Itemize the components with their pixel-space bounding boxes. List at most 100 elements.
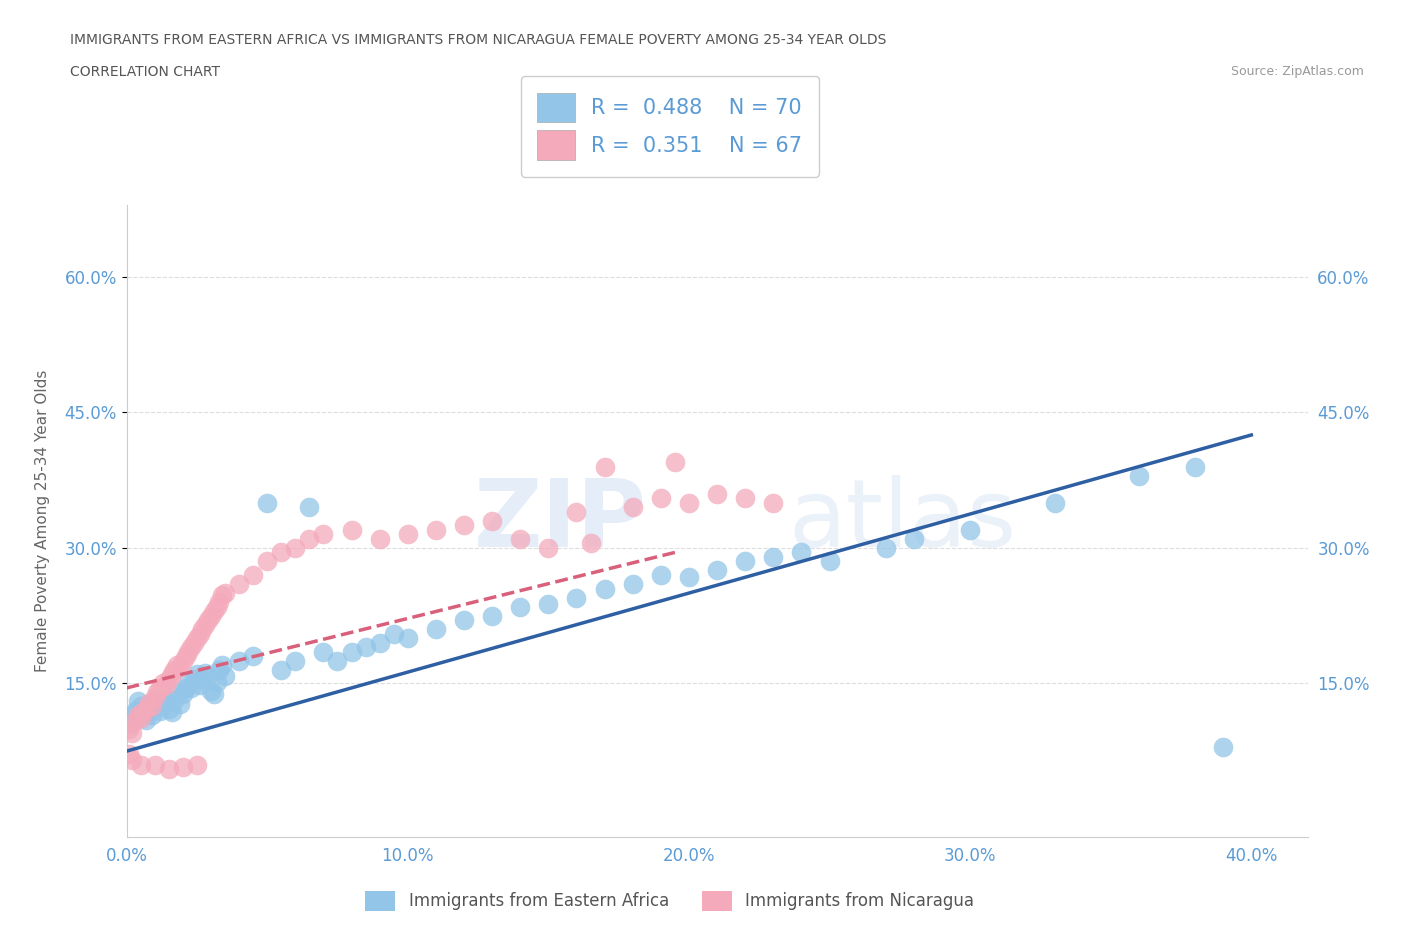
Point: [396, 527, 419, 542]
Point: [762, 550, 785, 565]
Point: [593, 581, 616, 596]
Point: [149, 703, 172, 718]
Point: [183, 671, 205, 686]
Text: CORRELATION CHART: CORRELATION CHART: [70, 65, 221, 79]
Point: [127, 708, 149, 723]
Text: Source: ZipAtlas.com: Source: ZipAtlas.com: [1230, 65, 1364, 78]
Point: [706, 563, 728, 578]
Point: [118, 747, 141, 762]
Point: [818, 554, 841, 569]
Point: [118, 717, 141, 732]
Text: IMMIGRANTS FROM EASTERN AFRICA VS IMMIGRANTS FROM NICARAGUA FEMALE POVERTY AMONG: IMMIGRANTS FROM EASTERN AFRICA VS IMMIGR…: [70, 33, 887, 46]
Point: [169, 697, 191, 711]
Point: [174, 681, 197, 696]
Point: [152, 676, 174, 691]
Point: [163, 692, 186, 707]
Point: [678, 569, 700, 584]
Point: [959, 523, 981, 538]
Point: [121, 752, 143, 767]
Point: [270, 545, 292, 560]
Point: [284, 654, 307, 669]
Point: [157, 671, 180, 686]
Point: [284, 540, 307, 555]
Point: [174, 649, 197, 664]
Point: [565, 504, 588, 519]
Point: [138, 696, 160, 711]
Point: [205, 599, 228, 614]
Point: [368, 635, 391, 650]
Point: [129, 711, 152, 725]
Point: [180, 681, 202, 696]
Point: [124, 714, 146, 729]
Point: [202, 687, 225, 702]
Point: [172, 687, 194, 702]
Point: [202, 604, 225, 618]
Point: [509, 599, 531, 614]
Point: [734, 491, 756, 506]
Point: [298, 499, 321, 514]
Point: [143, 694, 166, 709]
Point: [340, 523, 363, 538]
Point: [664, 455, 686, 470]
Point: [1184, 459, 1206, 474]
Point: [509, 531, 531, 546]
Point: [354, 640, 377, 655]
Point: [135, 701, 157, 716]
Point: [194, 665, 217, 680]
Point: [177, 644, 200, 659]
Point: [621, 499, 644, 514]
Point: [298, 531, 321, 546]
Point: [326, 654, 349, 669]
Point: [160, 705, 183, 720]
Point: [242, 649, 264, 664]
Point: [132, 705, 155, 720]
Point: [537, 540, 560, 555]
Point: [121, 708, 143, 723]
Point: [188, 626, 211, 641]
Point: [211, 588, 233, 603]
Point: [169, 659, 191, 674]
Point: [425, 523, 447, 538]
Point: [242, 567, 264, 582]
Point: [157, 762, 180, 777]
Point: [1043, 496, 1066, 511]
Point: [211, 658, 233, 672]
Point: [138, 703, 160, 718]
Point: [186, 757, 208, 772]
Point: [1128, 468, 1150, 483]
Point: [875, 540, 897, 555]
Point: [118, 721, 141, 736]
Point: [312, 644, 335, 659]
Point: [425, 622, 447, 637]
Point: [186, 667, 208, 682]
Point: [129, 757, 152, 772]
Point: [129, 698, 152, 713]
Point: [166, 658, 188, 672]
Point: [382, 626, 405, 641]
Point: [579, 536, 602, 551]
Point: [734, 554, 756, 569]
Point: [191, 622, 214, 637]
Point: [143, 689, 166, 704]
Point: [903, 531, 925, 546]
Point: [650, 567, 672, 582]
Point: [208, 594, 231, 609]
Point: [208, 662, 231, 677]
Point: [593, 459, 616, 474]
Point: [183, 635, 205, 650]
Point: [191, 671, 214, 686]
Point: [481, 513, 503, 528]
Point: [256, 554, 278, 569]
Point: [141, 708, 163, 723]
Point: [481, 608, 503, 623]
Point: [186, 631, 208, 645]
Point: [565, 591, 588, 605]
Point: [172, 654, 194, 669]
Point: [166, 685, 188, 700]
Point: [194, 618, 217, 632]
Point: [340, 644, 363, 659]
Point: [132, 708, 155, 723]
Point: [149, 681, 172, 696]
Point: [650, 491, 672, 506]
Point: [152, 689, 174, 704]
